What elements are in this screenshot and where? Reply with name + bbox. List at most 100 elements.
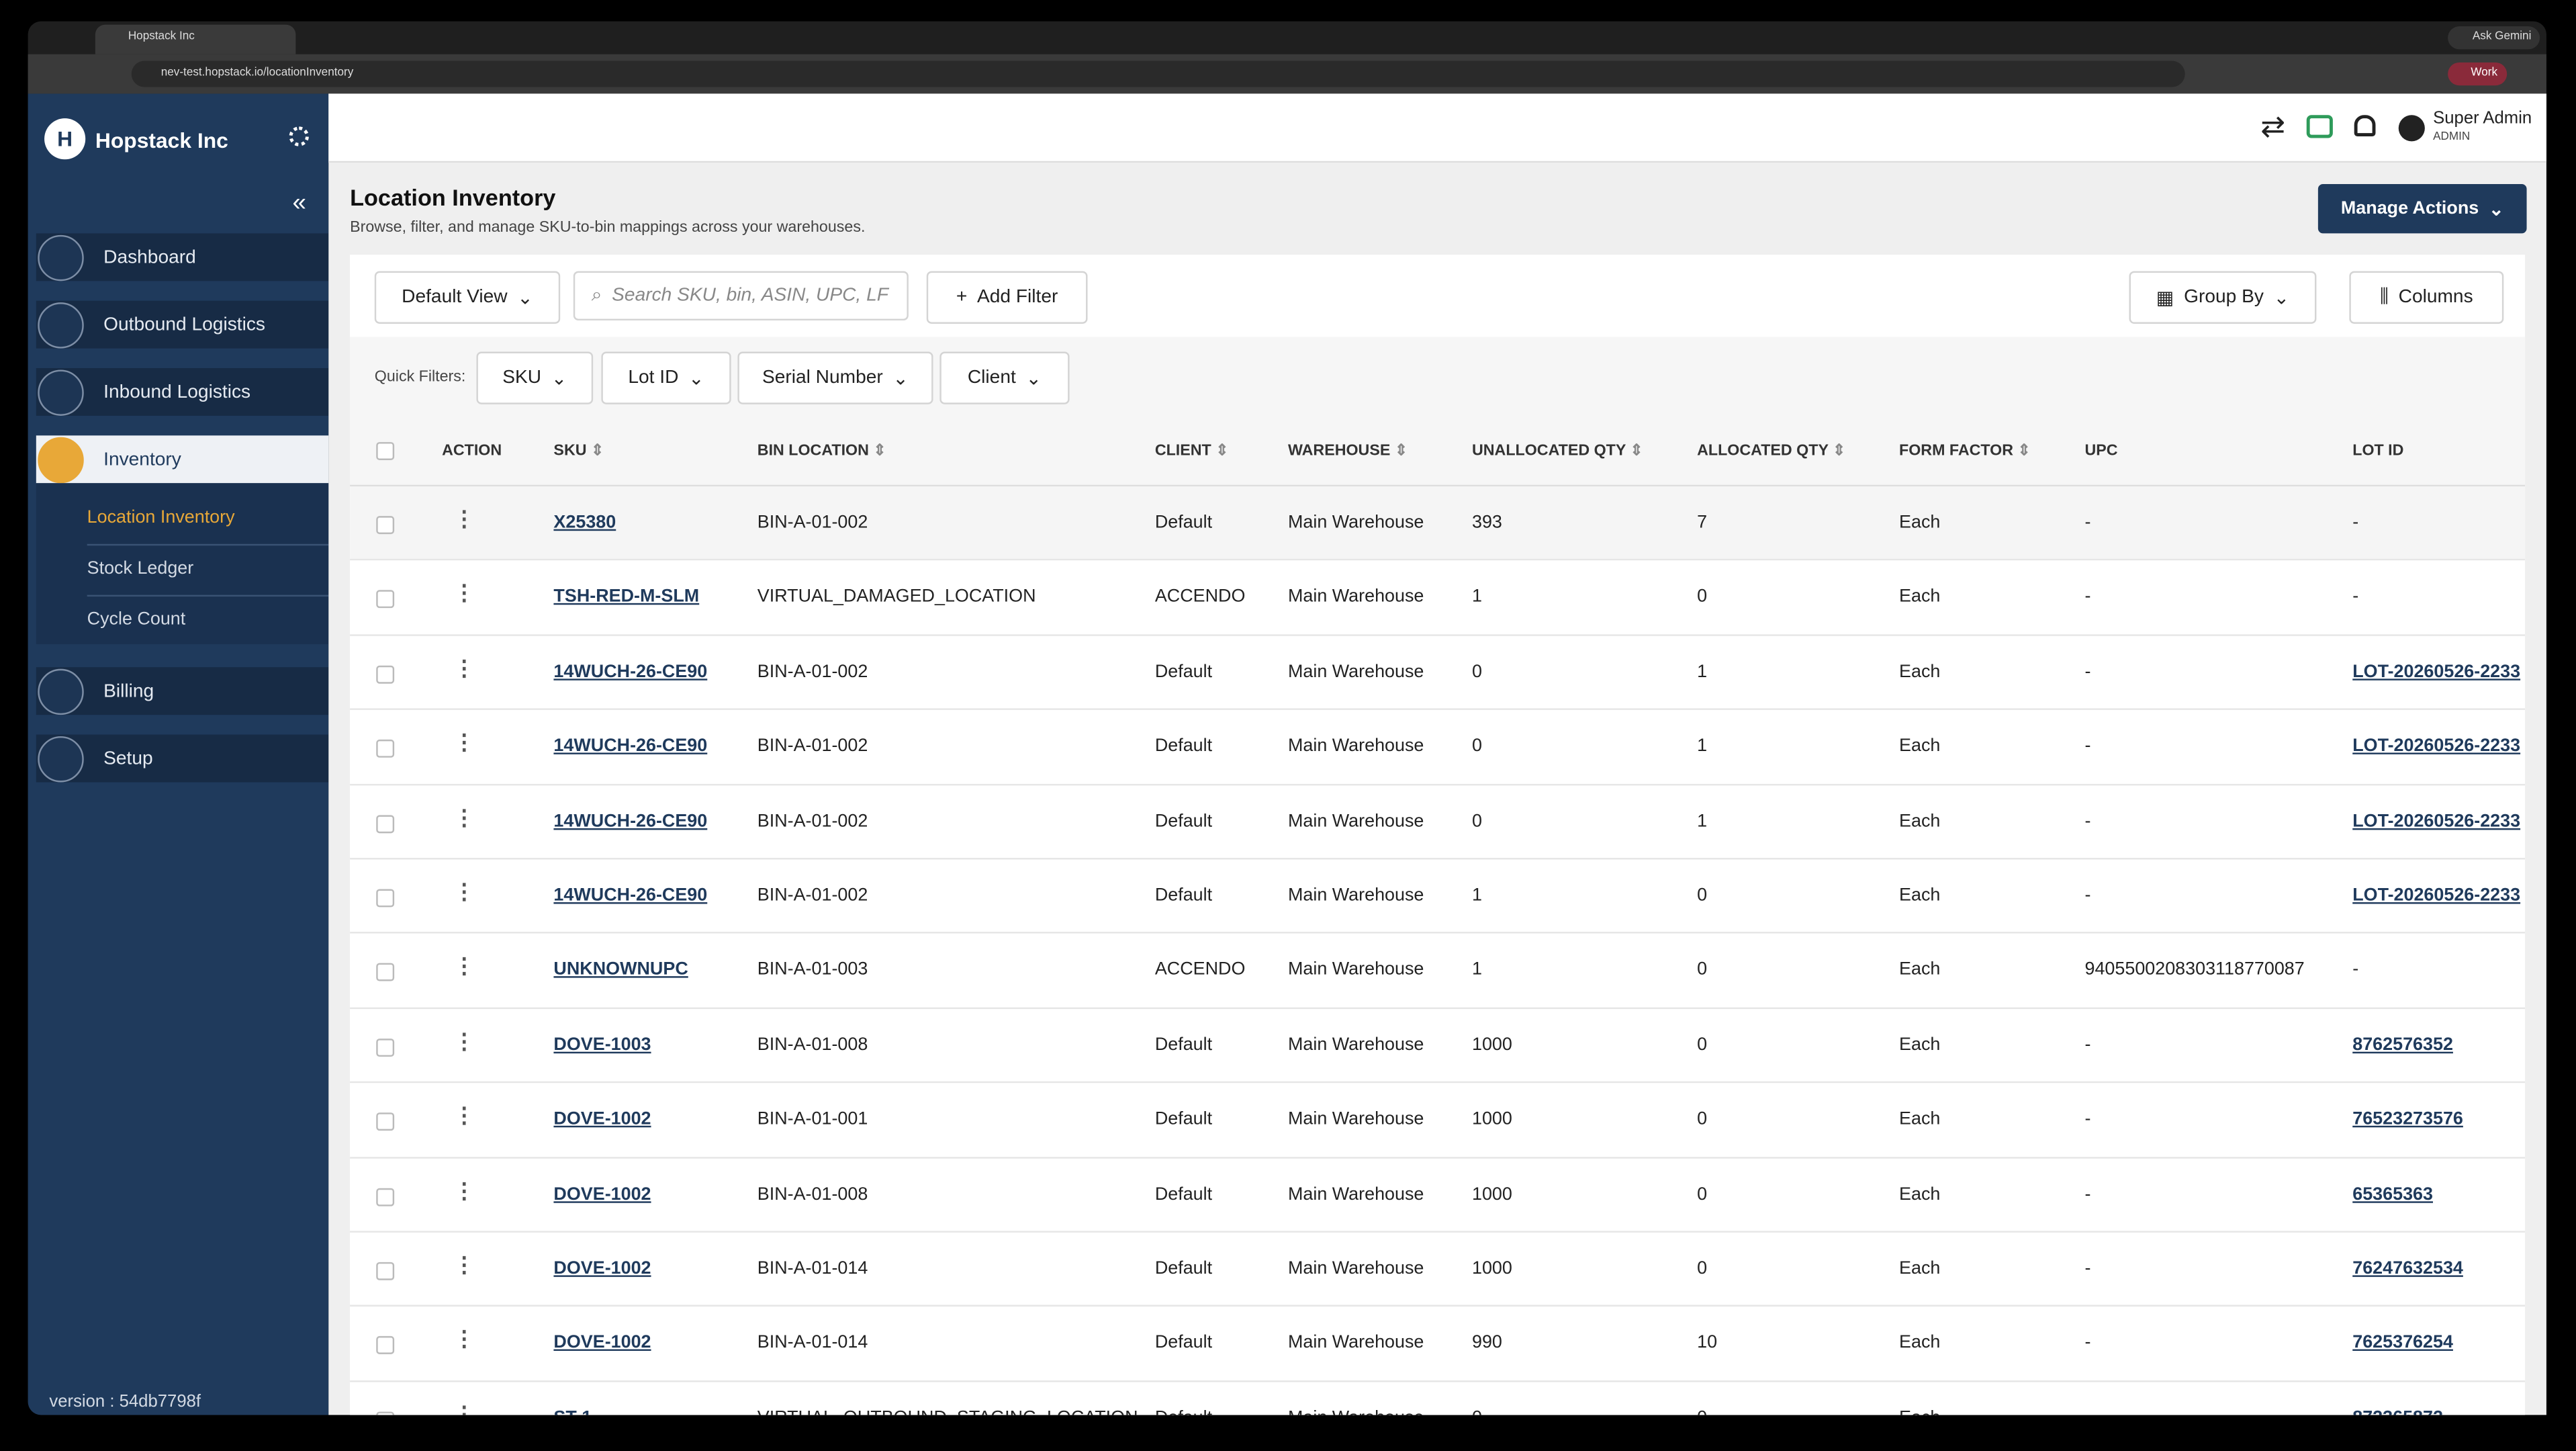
address-bar[interactable] [131, 60, 2185, 87]
group-by[interactable]: ▦ Group By ⌄ [2129, 271, 2317, 324]
row-checkbox[interactable] [376, 1038, 395, 1057]
collapse-icon[interactable]: « [292, 189, 306, 217]
cell: 0 [1697, 1258, 1708, 1279]
bell-icon[interactable] [2354, 115, 2376, 137]
view-select[interactable]: Default View ⌄ [374, 271, 561, 324]
row-action[interactable]: ⋮ [453, 655, 475, 680]
column-header[interactable]: SKU ⇕ [553, 442, 604, 460]
row-action[interactable]: ⋮ [453, 1252, 475, 1277]
nav-item[interactable]: Outbound Logistics [36, 300, 329, 349]
quick-filter-label: Serial Number [762, 367, 883, 388]
nav-icon [38, 668, 84, 714]
row-action[interactable]: ⋮ [453, 1028, 475, 1053]
cell-link[interactable]: 14WUCH-26-CE90 [553, 736, 708, 756]
cell-link[interactable]: DOVE-1002 [553, 1184, 651, 1204]
quick-filter[interactable]: SKU ⌄ [476, 351, 594, 404]
cell-link[interactable]: 76247632534 [2352, 1258, 2463, 1279]
sub-nav-item[interactable]: Cycle Count [87, 609, 186, 629]
sub-nav-item[interactable]: Stock Ledger [87, 558, 194, 579]
cell-link[interactable]: 7625376254 [2352, 1333, 2453, 1354]
avatar[interactable] [2398, 115, 2425, 142]
row-checkbox[interactable] [376, 1336, 395, 1355]
search[interactable]: ⌕ Search SKU, bin, ASIN, UPC, LF [573, 271, 909, 321]
add-filter[interactable]: + Add Filter [926, 271, 1088, 324]
row-checkbox[interactable] [376, 1262, 395, 1280]
cell-link[interactable]: DOVE-1002 [553, 1333, 651, 1354]
nav-item[interactable]: Dashboard [36, 233, 329, 281]
row-action[interactable]: ⋮ [453, 953, 475, 979]
settings-icon[interactable] [289, 126, 309, 146]
cell-link[interactable]: DOVE-1002 [553, 1109, 651, 1130]
profile[interactable] [2448, 62, 2508, 86]
columns-label: Columns [2398, 288, 2473, 308]
gemini-btn[interactable] [2448, 26, 2540, 50]
cell-link[interactable]: 14WUCH-26-CE90 [553, 662, 708, 682]
columns[interactable]: ⫼ Columns [2349, 271, 2504, 324]
row-action[interactable]: ⋮ [453, 1327, 475, 1352]
row-checkbox[interactable] [376, 1112, 395, 1131]
cell-link[interactable]: LOT-20260526-2233 [2352, 885, 2521, 906]
quick-filter[interactable]: Serial Number ⌄ [737, 351, 933, 404]
cell: Each [1899, 513, 1941, 533]
column-header[interactable]: WAREHOUSE ⇕ [1287, 442, 1408, 460]
cell: - [2084, 587, 2091, 607]
cell-link[interactable]: LOT-20260526-2233 [2352, 811, 2521, 831]
cell-link[interactable]: TSH-RED-M-SLM [553, 587, 700, 607]
column-header[interactable]: BIN LOCATION ⇕ [757, 442, 886, 460]
cell-link[interactable]: DOVE-1003 [553, 1035, 651, 1055]
cell-link[interactable]: DOVE-1002 [553, 1258, 651, 1279]
cell-link[interactable]: 76523273576 [2352, 1109, 2463, 1130]
row-checkbox[interactable] [376, 963, 395, 982]
row-action[interactable]: ⋮ [453, 1178, 475, 1202]
nav-item[interactable]: Billing [36, 667, 329, 715]
row-action[interactable]: ⋮ [453, 1102, 475, 1128]
quick-filter[interactable]: Client ⌄ [939, 351, 1070, 404]
select-all[interactable] [376, 442, 395, 460]
cell-link[interactable]: 14WUCH-26-CE90 [553, 885, 708, 906]
sub-nav-item[interactable]: Location Inventory [87, 507, 235, 528]
cell-link[interactable]: 8762576352 [2352, 1035, 2453, 1055]
row-action[interactable]: ⋮ [453, 1401, 475, 1415]
nav-item[interactable]: Setup [36, 734, 329, 783]
row-checkbox[interactable] [376, 665, 395, 684]
print-icon[interactable] [2306, 115, 2333, 138]
cell-link[interactable]: LOT-20260526-2233 [2352, 662, 2521, 682]
cell: 1000 [1471, 1109, 1512, 1130]
row-checkbox[interactable] [376, 1187, 395, 1206]
cell-link[interactable]: UNKNOWNUPC [553, 960, 688, 981]
cell: 0 [1697, 960, 1708, 981]
manage-actions[interactable]: Manage Actions ⌄ [2317, 183, 2527, 234]
column-header[interactable]: CLIENT ⇕ [1154, 442, 1229, 460]
cell-link[interactable]: 65365363 [2352, 1184, 2434, 1204]
nav-item[interactable]: Inbound Logistics [36, 367, 329, 416]
row-checkbox[interactable] [376, 590, 395, 609]
cell: Default [1154, 662, 1213, 682]
row-line [350, 1007, 2526, 1009]
row-checkbox[interactable] [376, 516, 395, 535]
cell-link[interactable]: 872365872 [2352, 1408, 2443, 1415]
cell: 0 [1697, 1035, 1708, 1055]
cell: Each [1899, 1408, 1940, 1415]
cell-link[interactable]: 14WUCH-26-CE90 [553, 811, 708, 831]
column-header[interactable]: UNALLOCATED QTY ⇕ [1471, 442, 1643, 460]
cell-link[interactable]: X25380 [553, 513, 616, 533]
row-checkbox[interactable] [376, 740, 395, 758]
row-checkbox[interactable] [376, 814, 395, 833]
quick-filter[interactable]: Lot ID ⌄ [601, 351, 731, 404]
row-action[interactable]: ⋮ [453, 804, 475, 830]
column-header[interactable]: FORM FACTOR ⇕ [1899, 442, 2031, 460]
row-checkbox[interactable] [376, 889, 395, 908]
row-action[interactable]: ⋮ [453, 580, 475, 606]
swap-icon[interactable]: ⇄ [2260, 109, 2286, 143]
cell-link[interactable]: LOT-20260526-2233 [2352, 736, 2521, 756]
column-header[interactable]: ALLOCATED QTY ⇕ [1697, 442, 1846, 460]
row-action[interactable]: ⋮ [453, 506, 475, 531]
cell-link[interactable]: ST-1 [553, 1408, 592, 1415]
row-action[interactable]: ⋮ [453, 879, 475, 904]
row-checkbox[interactable] [376, 1411, 395, 1415]
row-highlight [350, 486, 2526, 559]
nav-item[interactable]: Inventory [36, 435, 329, 484]
cell: 0 [1471, 811, 1482, 831]
row-action[interactable]: ⋮ [453, 730, 475, 755]
tab[interactable] [95, 24, 296, 54]
